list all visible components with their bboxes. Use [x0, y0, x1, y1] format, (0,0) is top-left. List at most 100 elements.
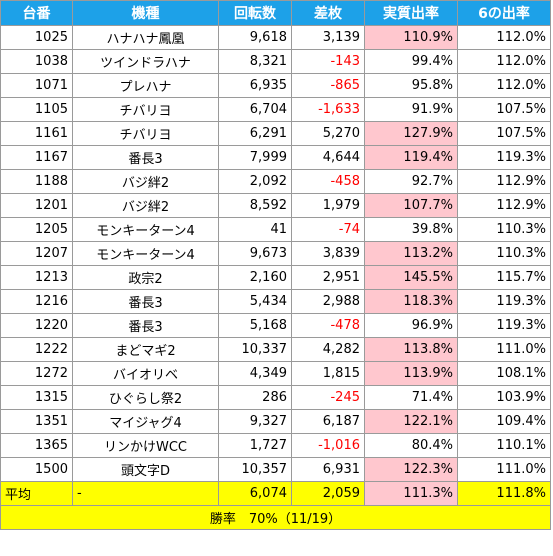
cell-machine[interactable]: 番長3 — [72, 145, 219, 170]
cell-diff[interactable]: 6,931 — [291, 457, 365, 482]
cell-machine[interactable]: まどマギ2 — [72, 337, 219, 362]
cell-no[interactable]: 1213 — [0, 265, 73, 290]
cell-spins[interactable]: 7,999 — [218, 145, 292, 170]
cell-machine[interactable]: チバリヨ — [72, 97, 219, 122]
cell-machine[interactable]: ひぐらし祭2 — [72, 385, 219, 410]
cell-rate[interactable]: 122.1% — [364, 409, 458, 434]
cell-diff[interactable]: 1,979 — [291, 193, 365, 218]
average-diff[interactable]: 2,059 — [291, 481, 365, 506]
cell-rate[interactable]: 92.7% — [364, 169, 458, 194]
cell-diff[interactable]: 6,187 — [291, 409, 365, 434]
cell-diff[interactable]: 4,282 — [291, 337, 365, 362]
cell-spins[interactable]: 1,727 — [218, 433, 292, 458]
cell-rate6[interactable]: 111.0% — [457, 337, 551, 362]
cell-rate[interactable]: 118.3% — [364, 289, 458, 314]
cell-diff[interactable]: -865 — [291, 73, 365, 98]
cell-rate6[interactable]: 107.5% — [457, 97, 551, 122]
cell-rate[interactable]: 119.4% — [364, 145, 458, 170]
cell-rate[interactable]: 122.3% — [364, 457, 458, 482]
cell-machine[interactable]: ハナハナ鳳凰 — [72, 25, 219, 50]
cell-machine[interactable]: チバリヨ — [72, 121, 219, 146]
cell-no[interactable]: 1025 — [0, 25, 73, 50]
cell-diff[interactable]: 3,139 — [291, 25, 365, 50]
cell-machine[interactable]: ツインドラハナ — [72, 49, 219, 74]
cell-rate[interactable]: 91.9% — [364, 97, 458, 122]
cell-rate6[interactable]: 111.0% — [457, 457, 551, 482]
cell-rate[interactable]: 71.4% — [364, 385, 458, 410]
header-cell-no[interactable]: 台番 — [0, 0, 73, 26]
cell-spins[interactable]: 2,092 — [218, 169, 292, 194]
cell-spins[interactable]: 10,357 — [218, 457, 292, 482]
cell-rate[interactable]: 113.2% — [364, 241, 458, 266]
cell-rate[interactable]: 95.8% — [364, 73, 458, 98]
cell-rate[interactable]: 80.4% — [364, 433, 458, 458]
cell-rate[interactable]: 145.5% — [364, 265, 458, 290]
win-rate-cell[interactable]: 勝率 70%（11/19） — [0, 505, 551, 530]
cell-rate6[interactable]: 103.9% — [457, 385, 551, 410]
cell-rate6[interactable]: 107.5% — [457, 121, 551, 146]
cell-no[interactable]: 1207 — [0, 241, 73, 266]
cell-diff[interactable]: 3,839 — [291, 241, 365, 266]
cell-rate[interactable]: 127.9% — [364, 121, 458, 146]
cell-spins[interactable]: 9,673 — [218, 241, 292, 266]
header-cell-diff[interactable]: 差枚 — [291, 0, 365, 26]
cell-spins[interactable]: 9,618 — [218, 25, 292, 50]
cell-rate6[interactable]: 119.3% — [457, 145, 551, 170]
cell-spins[interactable]: 6,291 — [218, 121, 292, 146]
header-cell-rate6[interactable]: 6の出率 — [457, 0, 551, 26]
cell-diff[interactable]: -478 — [291, 313, 365, 338]
cell-machine[interactable]: プレハナ — [72, 73, 219, 98]
cell-spins[interactable]: 6,935 — [218, 73, 292, 98]
cell-machine[interactable]: 政宗2 — [72, 265, 219, 290]
cell-no[interactable]: 1500 — [0, 457, 73, 482]
cell-machine[interactable]: モンキーターン4 — [72, 241, 219, 266]
average-spins[interactable]: 6,074 — [218, 481, 292, 506]
cell-spins[interactable]: 5,434 — [218, 289, 292, 314]
average-rate[interactable]: 111.3% — [364, 481, 458, 506]
cell-no[interactable]: 1222 — [0, 337, 73, 362]
cell-spins[interactable]: 2,160 — [218, 265, 292, 290]
cell-rate6[interactable]: 112.0% — [457, 25, 551, 50]
cell-rate[interactable]: 107.7% — [364, 193, 458, 218]
cell-machine[interactable]: リンかけWCC — [72, 433, 219, 458]
cell-diff[interactable]: -458 — [291, 169, 365, 194]
cell-no[interactable]: 1220 — [0, 313, 73, 338]
cell-rate6[interactable]: 119.3% — [457, 289, 551, 314]
cell-spins[interactable]: 6,704 — [218, 97, 292, 122]
cell-machine[interactable]: バジ絆2 — [72, 193, 219, 218]
cell-rate6[interactable]: 110.3% — [457, 241, 551, 266]
cell-machine[interactable]: 頭文字D — [72, 457, 219, 482]
cell-machine[interactable]: マイジャグ4 — [72, 409, 219, 434]
cell-rate6[interactable]: 112.0% — [457, 49, 551, 74]
cell-rate6[interactable]: 109.4% — [457, 409, 551, 434]
cell-no[interactable]: 1201 — [0, 193, 73, 218]
average-label[interactable]: 平均 — [0, 481, 73, 506]
cell-no[interactable]: 1351 — [0, 409, 73, 434]
cell-diff[interactable]: 4,644 — [291, 145, 365, 170]
header-cell-spins[interactable]: 回転数 — [218, 0, 292, 26]
cell-spins[interactable]: 8,321 — [218, 49, 292, 74]
cell-no[interactable]: 1205 — [0, 217, 73, 242]
cell-no[interactable]: 1216 — [0, 289, 73, 314]
cell-no[interactable]: 1272 — [0, 361, 73, 386]
cell-diff[interactable]: -143 — [291, 49, 365, 74]
cell-spins[interactable]: 10,337 — [218, 337, 292, 362]
cell-diff[interactable]: 1,815 — [291, 361, 365, 386]
cell-spins[interactable]: 5,168 — [218, 313, 292, 338]
cell-no[interactable]: 1161 — [0, 121, 73, 146]
cell-diff[interactable]: 2,951 — [291, 265, 365, 290]
cell-rate[interactable]: 96.9% — [364, 313, 458, 338]
cell-machine[interactable]: 番長3 — [72, 313, 219, 338]
cell-machine[interactable]: バイオリベ — [72, 361, 219, 386]
cell-rate6[interactable]: 112.0% — [457, 73, 551, 98]
cell-rate6[interactable]: 112.9% — [457, 169, 551, 194]
average-rate6[interactable]: 111.8% — [457, 481, 551, 506]
cell-rate[interactable]: 39.8% — [364, 217, 458, 242]
cell-no[interactable]: 1315 — [0, 385, 73, 410]
cell-spins[interactable]: 286 — [218, 385, 292, 410]
average-machine[interactable]: - — [72, 481, 219, 506]
cell-no[interactable]: 1105 — [0, 97, 73, 122]
cell-spins[interactable]: 41 — [218, 217, 292, 242]
cell-rate6[interactable]: 110.3% — [457, 217, 551, 242]
cell-diff[interactable]: 2,988 — [291, 289, 365, 314]
